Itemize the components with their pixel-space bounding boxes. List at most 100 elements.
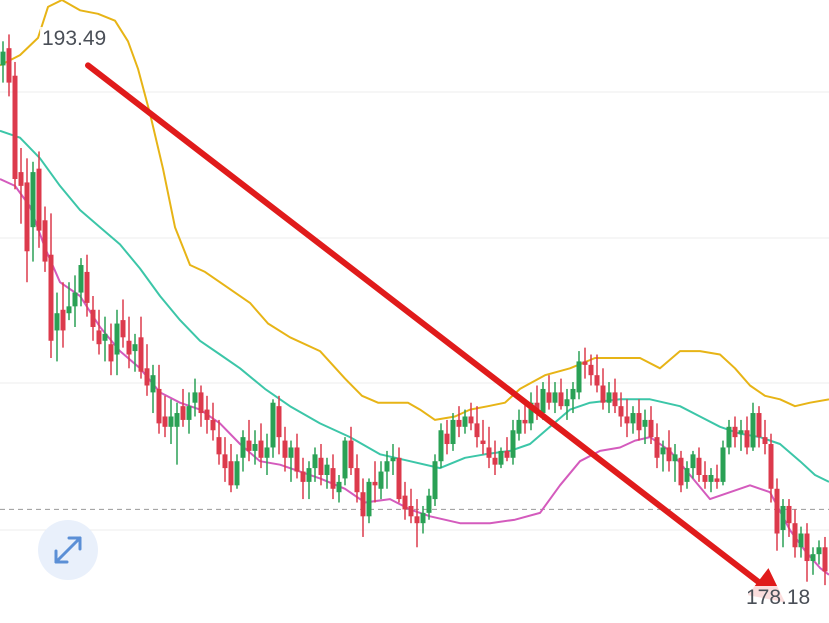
candle-body	[288, 447, 294, 458]
bull-candle	[366, 478, 372, 524]
candle-body	[336, 481, 342, 493]
candle-body	[750, 413, 756, 448]
candle-body	[372, 481, 378, 486]
candle-body	[0, 51, 6, 66]
candle-body	[552, 392, 558, 403]
bear-candle	[216, 419, 222, 465]
candle-body	[276, 406, 282, 438]
candle-body	[234, 461, 240, 486]
bull-candle	[132, 333, 138, 372]
bear-candle	[600, 368, 606, 410]
candle-body	[654, 437, 660, 458]
bear-candle	[348, 426, 354, 475]
candle-body	[678, 457, 684, 486]
bear-candle	[204, 395, 210, 434]
bull-candle	[240, 430, 246, 472]
bear-candle	[402, 481, 408, 520]
bear-candle	[210, 402, 216, 441]
bear-candle	[48, 213, 54, 358]
bear-candle	[12, 61, 18, 190]
bear-candle	[180, 388, 186, 427]
bull-candle	[312, 447, 318, 482]
bear-candle	[762, 419, 768, 455]
candle-body	[618, 406, 624, 417]
bull-candle	[54, 292, 60, 362]
bear-candle	[714, 464, 720, 489]
candle-body	[228, 461, 234, 486]
candle-body	[156, 388, 162, 424]
candle-body	[630, 413, 636, 424]
candle-body	[558, 392, 564, 407]
candle-body	[462, 416, 468, 427]
candle-body	[36, 168, 42, 231]
bull-candle	[342, 437, 348, 486]
bull-candle	[288, 440, 294, 482]
bull-candle	[516, 409, 522, 441]
bear-candle	[96, 309, 102, 355]
candle-body	[252, 444, 258, 451]
candle-body	[132, 344, 138, 352]
candle-body	[84, 271, 90, 303]
bear-candle	[480, 419, 486, 455]
candle-body	[732, 426, 738, 438]
candle-body	[210, 419, 216, 431]
bear-candle	[108, 323, 114, 376]
bear-candle	[36, 151, 42, 248]
candle-body	[522, 419, 528, 424]
bear-candle	[636, 399, 642, 441]
candle-body	[798, 533, 804, 548]
bull-candle	[660, 440, 666, 472]
candle-body	[564, 399, 570, 407]
candle-body	[780, 505, 786, 531]
candle-body	[714, 478, 720, 482]
bear-candle	[504, 437, 510, 462]
bull-candle	[114, 309, 120, 376]
bear-candle	[732, 416, 738, 448]
bull-candle	[642, 409, 648, 445]
bull-candle	[720, 440, 726, 486]
candle-body	[672, 454, 678, 462]
candle-body	[360, 492, 366, 517]
candle-body	[168, 416, 174, 427]
bear-candle	[624, 399, 630, 438]
bull-candle	[78, 258, 84, 307]
candle-body	[354, 468, 360, 493]
bull-candle	[324, 457, 330, 489]
candle-body	[390, 457, 396, 462]
candle-body	[528, 402, 534, 424]
bull-candle	[708, 468, 714, 493]
expand-button[interactable]	[38, 520, 98, 580]
candle-body	[240, 437, 246, 458]
candle-body	[12, 75, 18, 179]
candle-body	[486, 447, 492, 458]
candle-body	[6, 48, 12, 83]
candle-body	[516, 419, 522, 434]
candle-body	[150, 375, 156, 393]
bear-candle	[582, 347, 588, 379]
bull-candle	[420, 505, 426, 534]
bull-candle	[252, 430, 258, 465]
candle-body	[408, 505, 414, 517]
bear-candle	[396, 447, 402, 503]
candle-body	[456, 419, 462, 427]
bear-candle	[372, 461, 378, 503]
candle-body	[756, 413, 762, 438]
bear-candle	[294, 433, 300, 479]
candle-body	[186, 406, 192, 420]
expand-arrows-icon	[54, 536, 82, 564]
bear-candle	[318, 444, 324, 486]
candle-body	[624, 416, 630, 424]
bear-candle	[84, 254, 90, 317]
candle-body	[204, 409, 210, 420]
candle-body	[66, 306, 72, 314]
candle-body	[660, 447, 666, 455]
bear-candle	[474, 406, 480, 448]
candle-body	[540, 388, 546, 414]
candle-body	[822, 547, 828, 572]
candle-body	[498, 450, 504, 465]
candle-body	[48, 254, 54, 341]
bear-candle	[42, 206, 48, 272]
bear-candle	[774, 478, 780, 551]
bear-candle	[486, 426, 492, 469]
